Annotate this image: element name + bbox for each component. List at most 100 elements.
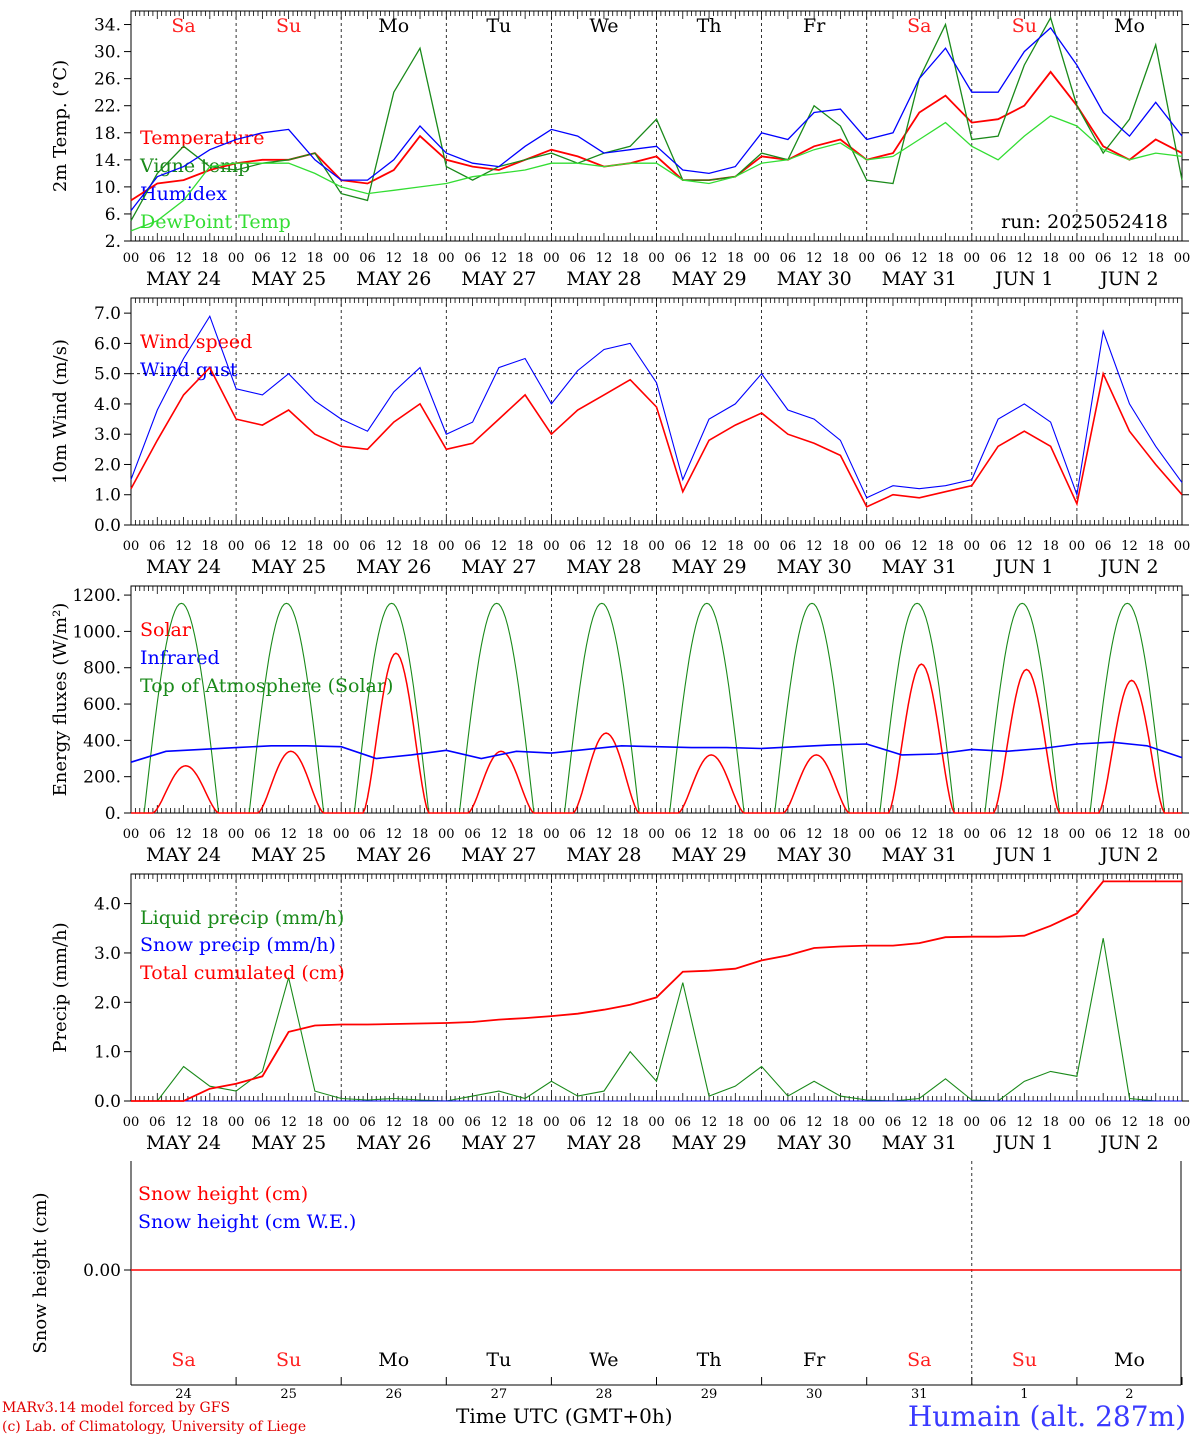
hour-tick-label: 18 <box>517 251 534 266</box>
series-line-dewpoint-temp <box>130 115 1183 232</box>
y-axis-title: 2m Temp. (°C) <box>50 60 71 192</box>
date-label: MAY 28 <box>566 556 641 578</box>
hour-tick-label: 12 <box>175 827 192 842</box>
hour-tick-label: 00 <box>123 251 140 266</box>
hour-tick-label: 06 <box>885 827 902 842</box>
y-tick-label: 2. <box>105 232 121 252</box>
hour-tick-label: 00 <box>1174 1115 1191 1130</box>
hour-tick-label: 12 <box>806 251 823 266</box>
hour-tick-label: 18 <box>1147 251 1164 266</box>
hour-tick-label: 18 <box>622 251 639 266</box>
hour-tick-label: 06 <box>885 1115 902 1130</box>
hour-tick-label: 00 <box>1174 251 1191 266</box>
hour-tick-label: 06 <box>885 251 902 266</box>
date-label: MAY 28 <box>566 844 641 866</box>
hour-tick-label: 06 <box>780 251 797 266</box>
day-number-label: 2 <box>1125 1387 1133 1402</box>
hour-tick-label: 18 <box>832 251 849 266</box>
hour-tick-label: 12 <box>1121 539 1138 554</box>
hour-tick-label: 18 <box>307 539 324 554</box>
hour-tick-label: 18 <box>622 539 639 554</box>
y-tick-label: 22. <box>94 97 121 117</box>
date-label: MAY 31 <box>882 268 957 290</box>
hour-tick-label: 18 <box>517 1115 534 1130</box>
date-label: MAY 31 <box>882 844 957 866</box>
y-tick-label: 3.0 <box>94 425 121 445</box>
y-tick-label: 18. <box>94 124 121 144</box>
y-tick-label: 600. <box>83 695 121 715</box>
date-label: MAY 27 <box>461 1132 536 1154</box>
day-number-label: 28 <box>596 1387 613 1402</box>
hour-tick-label: 12 <box>701 539 718 554</box>
hour-tick-label: 06 <box>780 827 797 842</box>
hour-tick-label: 18 <box>1147 1115 1164 1130</box>
hour-tick-label: 00 <box>858 1115 875 1130</box>
hour-tick-label: 18 <box>832 539 849 554</box>
series-line-liquid-precip-mm-h- <box>131 938 1182 1102</box>
footer-lab-credit: (c) Lab. of Climatology, University of L… <box>2 1419 307 1435</box>
legend-total-cumulated-cm-: Total cumulated (cm) <box>140 962 345 984</box>
hour-tick-label: 12 <box>596 539 613 554</box>
y-tick-label: 400. <box>83 731 121 751</box>
hour-tick-label: 00 <box>648 251 665 266</box>
y-axis-title: 10m Wind (m/s) <box>50 339 71 484</box>
weekday-label: Su <box>276 15 301 37</box>
date-label: MAY 26 <box>356 556 431 578</box>
hour-tick-label: 06 <box>254 827 271 842</box>
y-axis-title: Precip (mm/h) <box>50 922 71 1052</box>
hour-tick-label: 12 <box>1016 827 1033 842</box>
hour-tick-label: 06 <box>1095 827 1112 842</box>
y-tick-label: 4.0 <box>94 895 121 915</box>
date-label: MAY 29 <box>671 844 746 866</box>
date-label: MAY 27 <box>461 844 536 866</box>
hour-tick-label: 06 <box>675 251 692 266</box>
hour-tick-label: 18 <box>832 1115 849 1130</box>
weekday-label: Su <box>1012 1349 1037 1371</box>
hour-tick-label: 18 <box>1042 539 1059 554</box>
hour-tick-label: 00 <box>964 827 981 842</box>
y-tick-label: 2.0 <box>94 993 121 1013</box>
hour-tick-label: 00 <box>648 827 665 842</box>
hour-tick-label: 00 <box>438 251 455 266</box>
legend-wind-speed: Wind speed <box>140 331 252 353</box>
series-line-humidex <box>130 26 1183 211</box>
day-number-label: 25 <box>280 1387 297 1402</box>
hour-tick-label: 06 <box>990 539 1007 554</box>
hour-tick-label: 18 <box>727 539 744 554</box>
hour-tick-label: 00 <box>1069 251 1086 266</box>
weekday-label: Mo <box>1114 15 1145 37</box>
hour-tick-label: 00 <box>438 539 455 554</box>
weekday-label: We <box>589 15 618 37</box>
hour-tick-label: 18 <box>412 539 429 554</box>
hour-tick-label: 06 <box>359 539 376 554</box>
y-tick-label: 7.0 <box>94 304 121 324</box>
y-tick-label: 200. <box>83 768 121 788</box>
date-label: MAY 31 <box>882 1132 957 1154</box>
hour-tick-label: 12 <box>491 539 508 554</box>
date-label: MAY 30 <box>777 556 852 578</box>
weekday-label: Sa <box>171 1349 195 1371</box>
hour-tick-label: 12 <box>175 1115 192 1130</box>
hour-tick-label: 00 <box>753 827 770 842</box>
hour-tick-label: 06 <box>149 539 166 554</box>
hour-tick-label: 12 <box>596 827 613 842</box>
legend-snow-height-cm: Snow height (cm) <box>138 1183 308 1205</box>
date-label: MAY 25 <box>251 844 326 866</box>
date-label: JUN 1 <box>993 556 1053 578</box>
hour-tick-label: 00 <box>438 827 455 842</box>
weekday-label: Th <box>697 1349 722 1371</box>
day-number-label: 24 <box>175 1387 192 1402</box>
y-tick-label: 0.00 <box>83 1261 121 1281</box>
day-number-label: 1 <box>1020 1387 1028 1402</box>
date-label: JUN 1 <box>993 268 1053 290</box>
date-label: JUN 2 <box>1098 268 1158 290</box>
hour-tick-label: 18 <box>307 251 324 266</box>
hour-tick-label: 00 <box>1069 1115 1086 1130</box>
y-axis-title: Snow height (cm) <box>30 1192 51 1353</box>
hour-tick-label: 12 <box>911 251 928 266</box>
weekday-label: Mo <box>378 15 409 37</box>
date-label: MAY 26 <box>356 268 431 290</box>
y-tick-label: 0. <box>105 804 121 824</box>
hour-tick-label: 00 <box>228 539 245 554</box>
